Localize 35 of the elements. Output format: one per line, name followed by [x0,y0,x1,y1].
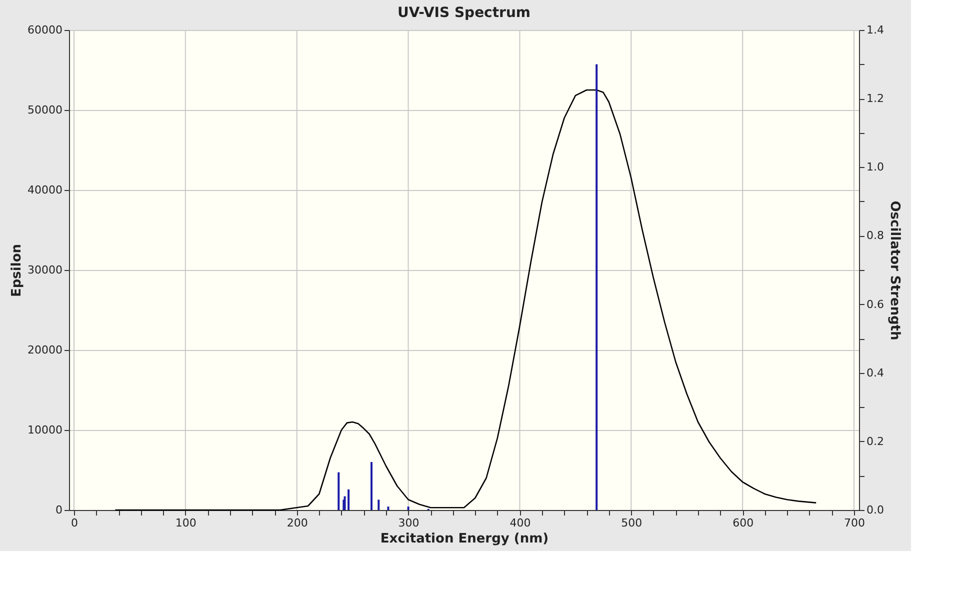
y-tick-label: 10000 [28,424,62,436]
y2-tick-label: 1.4 [866,24,884,36]
y-tick-label: 60000 [28,24,62,36]
bar [338,472,340,510]
x-tick-label: 700 [844,516,865,530]
y2-tick-label: 0.0 [866,504,884,516]
y2-tick-label: 0.8 [866,229,884,242]
bar [387,506,390,510]
bar [370,462,373,510]
y2-tick-label: 0.6 [866,298,884,311]
y-axis-title: Epsilon [10,244,25,298]
x-tick-label: 500 [621,516,642,530]
bar [348,489,350,510]
bar [407,506,410,510]
bar [596,64,598,510]
y2-tick-label: 1.0 [866,160,884,174]
y-tick-label: 50000 [28,104,62,116]
line-series [114,89,817,511]
bar [378,500,380,510]
x-tick-label: 0 [71,516,78,530]
y-tick-label: 20000 [28,344,62,356]
x-tick-label: 200 [286,516,308,530]
x-tick-label: 100 [175,516,196,530]
y2-tick-label: 1.2 [866,92,884,106]
y2-tick-label: 0.2 [866,434,884,448]
y-tick-label: 40000 [28,184,62,196]
y-tick-label: 0 [56,504,62,516]
x-axis-title: Excitation Energy (nm) [380,532,549,546]
x-tick-label: 400 [510,516,531,530]
y-tick-label: 30000 [28,264,62,276]
x-tick-label: 300 [398,516,420,530]
y2-axis-title: Oscillator Strength [886,200,902,340]
y2-tick-label: 0.4 [866,366,884,380]
x-tick-label: 600 [732,516,754,530]
chart-title: UV-VIS Spectrum [397,5,531,21]
